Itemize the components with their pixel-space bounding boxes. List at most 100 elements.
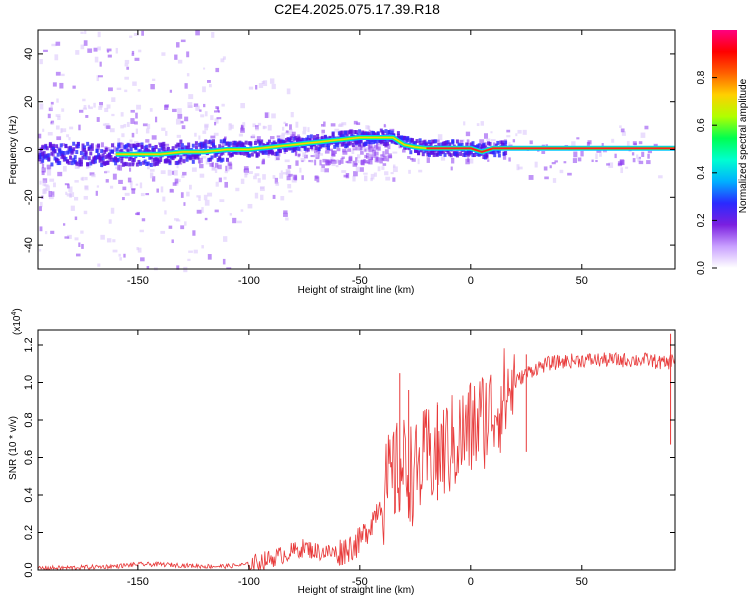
heatmap-cell [342, 134, 346, 139]
heatmap-cell [352, 145, 356, 149]
snr-x-ticks: -150 -100 -50 0 50 [127, 330, 588, 588]
heatmap-cell [180, 120, 184, 124]
heatmap-cell [138, 149, 142, 154]
heatmap-cell [404, 145, 408, 150]
heatmap-cell [129, 35, 133, 38]
heatmap-cell [502, 151, 506, 156]
heatmap-cell [260, 186, 265, 190]
heatmap-cell [285, 130, 289, 133]
heatmap-cell [70, 150, 74, 155]
heatmap-cell [111, 113, 115, 117]
heatmap-cell [187, 258, 191, 262]
heatmap-cell [39, 226, 43, 232]
heatmap-cell [454, 152, 458, 157]
heatmap-cell [138, 49, 142, 53]
heatmap-cell [493, 149, 497, 154]
heatmap-cell [180, 147, 184, 152]
heatmap-cell [108, 219, 112, 224]
heatmap-cell [271, 151, 275, 156]
heatmap-cell [97, 152, 101, 157]
heatmap-cell [81, 147, 85, 152]
heatmap-cell [207, 254, 212, 260]
heatmap-cell [216, 107, 220, 113]
heatmap-cell [240, 103, 245, 109]
heatmap-cell [111, 97, 116, 102]
heatmap-cell [341, 122, 347, 126]
heatmap-cell [264, 112, 269, 119]
heatmap-cell [106, 48, 112, 52]
heatmap-cell [101, 156, 105, 161]
heatmap-cell [345, 160, 349, 163]
heatmap-cell [109, 128, 115, 133]
heatmap-cell [176, 142, 180, 147]
heatmap-cell [181, 174, 185, 178]
heatmap-cell [223, 176, 227, 180]
heatmap-cell [406, 136, 410, 141]
heatmap-cell [112, 173, 117, 180]
heatmap-cell [483, 151, 487, 156]
heatmap-cell [443, 141, 447, 146]
heatmap-cell [483, 155, 487, 160]
heatmap-cell [204, 146, 208, 151]
heatmap-cell [221, 150, 225, 155]
heatmap-cell [56, 136, 62, 141]
heatmap-cell [572, 158, 578, 164]
heatmap-x-ticks: -150 -100 -50 0 50 [127, 30, 588, 287]
heatmap-ridge-peak [426, 147, 675, 153]
heatmap-cell [75, 161, 79, 166]
heatmap-cell [67, 149, 71, 154]
heatmap-cell [213, 132, 219, 136]
heatmap-cell [487, 141, 491, 146]
heatmap-cell [300, 137, 304, 142]
heatmap-cell [183, 202, 186, 206]
heatmap-cell [61, 153, 65, 158]
heatmap-cell [614, 153, 617, 159]
heatmap-cell [111, 149, 115, 154]
heatmap-cell [201, 155, 207, 159]
heatmap-cell [59, 143, 63, 148]
heatmap-cell [286, 88, 291, 95]
heatmap-cell [130, 118, 135, 124]
heatmap-cell [518, 166, 523, 170]
heatmap-cell [587, 140, 592, 145]
heatmap-cell [160, 142, 164, 147]
heatmap-cell [301, 175, 304, 180]
heatmap-cell [390, 138, 394, 143]
heatmap-cell [154, 157, 158, 162]
heatmap-cell [443, 152, 447, 157]
heatmap-cell [201, 207, 204, 213]
heatmap-cell [137, 159, 141, 164]
heatmap-cell [124, 59, 130, 64]
heatmap-cell [508, 142, 511, 145]
heatmap-cell [342, 148, 347, 153]
heatmap-cell [221, 103, 225, 107]
heatmap-cell [250, 152, 254, 157]
heatmap-cell [239, 151, 243, 156]
heatmap-cell [230, 152, 234, 157]
heatmap-cell [196, 195, 201, 198]
heatmap-cell [54, 54, 59, 61]
heatmap-cell [343, 174, 348, 178]
heatmap-cell [390, 172, 394, 175]
heatmap-cell [390, 130, 394, 135]
heatmap-cell [356, 122, 361, 126]
heatmap-cell [217, 164, 222, 170]
heatmap-cell [379, 157, 383, 164]
heatmap-cell [257, 152, 261, 157]
heatmap-cell [163, 159, 167, 164]
heatmap-cell [131, 53, 135, 56]
heatmap-cell [76, 142, 80, 147]
heatmap-cell [135, 183, 139, 186]
heatmap-cell [140, 145, 144, 150]
heatmap-cell [255, 126, 259, 131]
heatmap-cell [632, 158, 636, 163]
heatmap-cell [295, 160, 299, 166]
heatmap-cell [303, 146, 307, 151]
heatmap-cell [68, 186, 73, 193]
heatmap-cell [160, 230, 166, 234]
heatmap-cell [143, 149, 147, 154]
heatmap-cell [113, 153, 118, 156]
heatmap-cell [308, 137, 312, 142]
heatmap-cell [552, 178, 557, 183]
heatmap-cell [476, 144, 480, 149]
